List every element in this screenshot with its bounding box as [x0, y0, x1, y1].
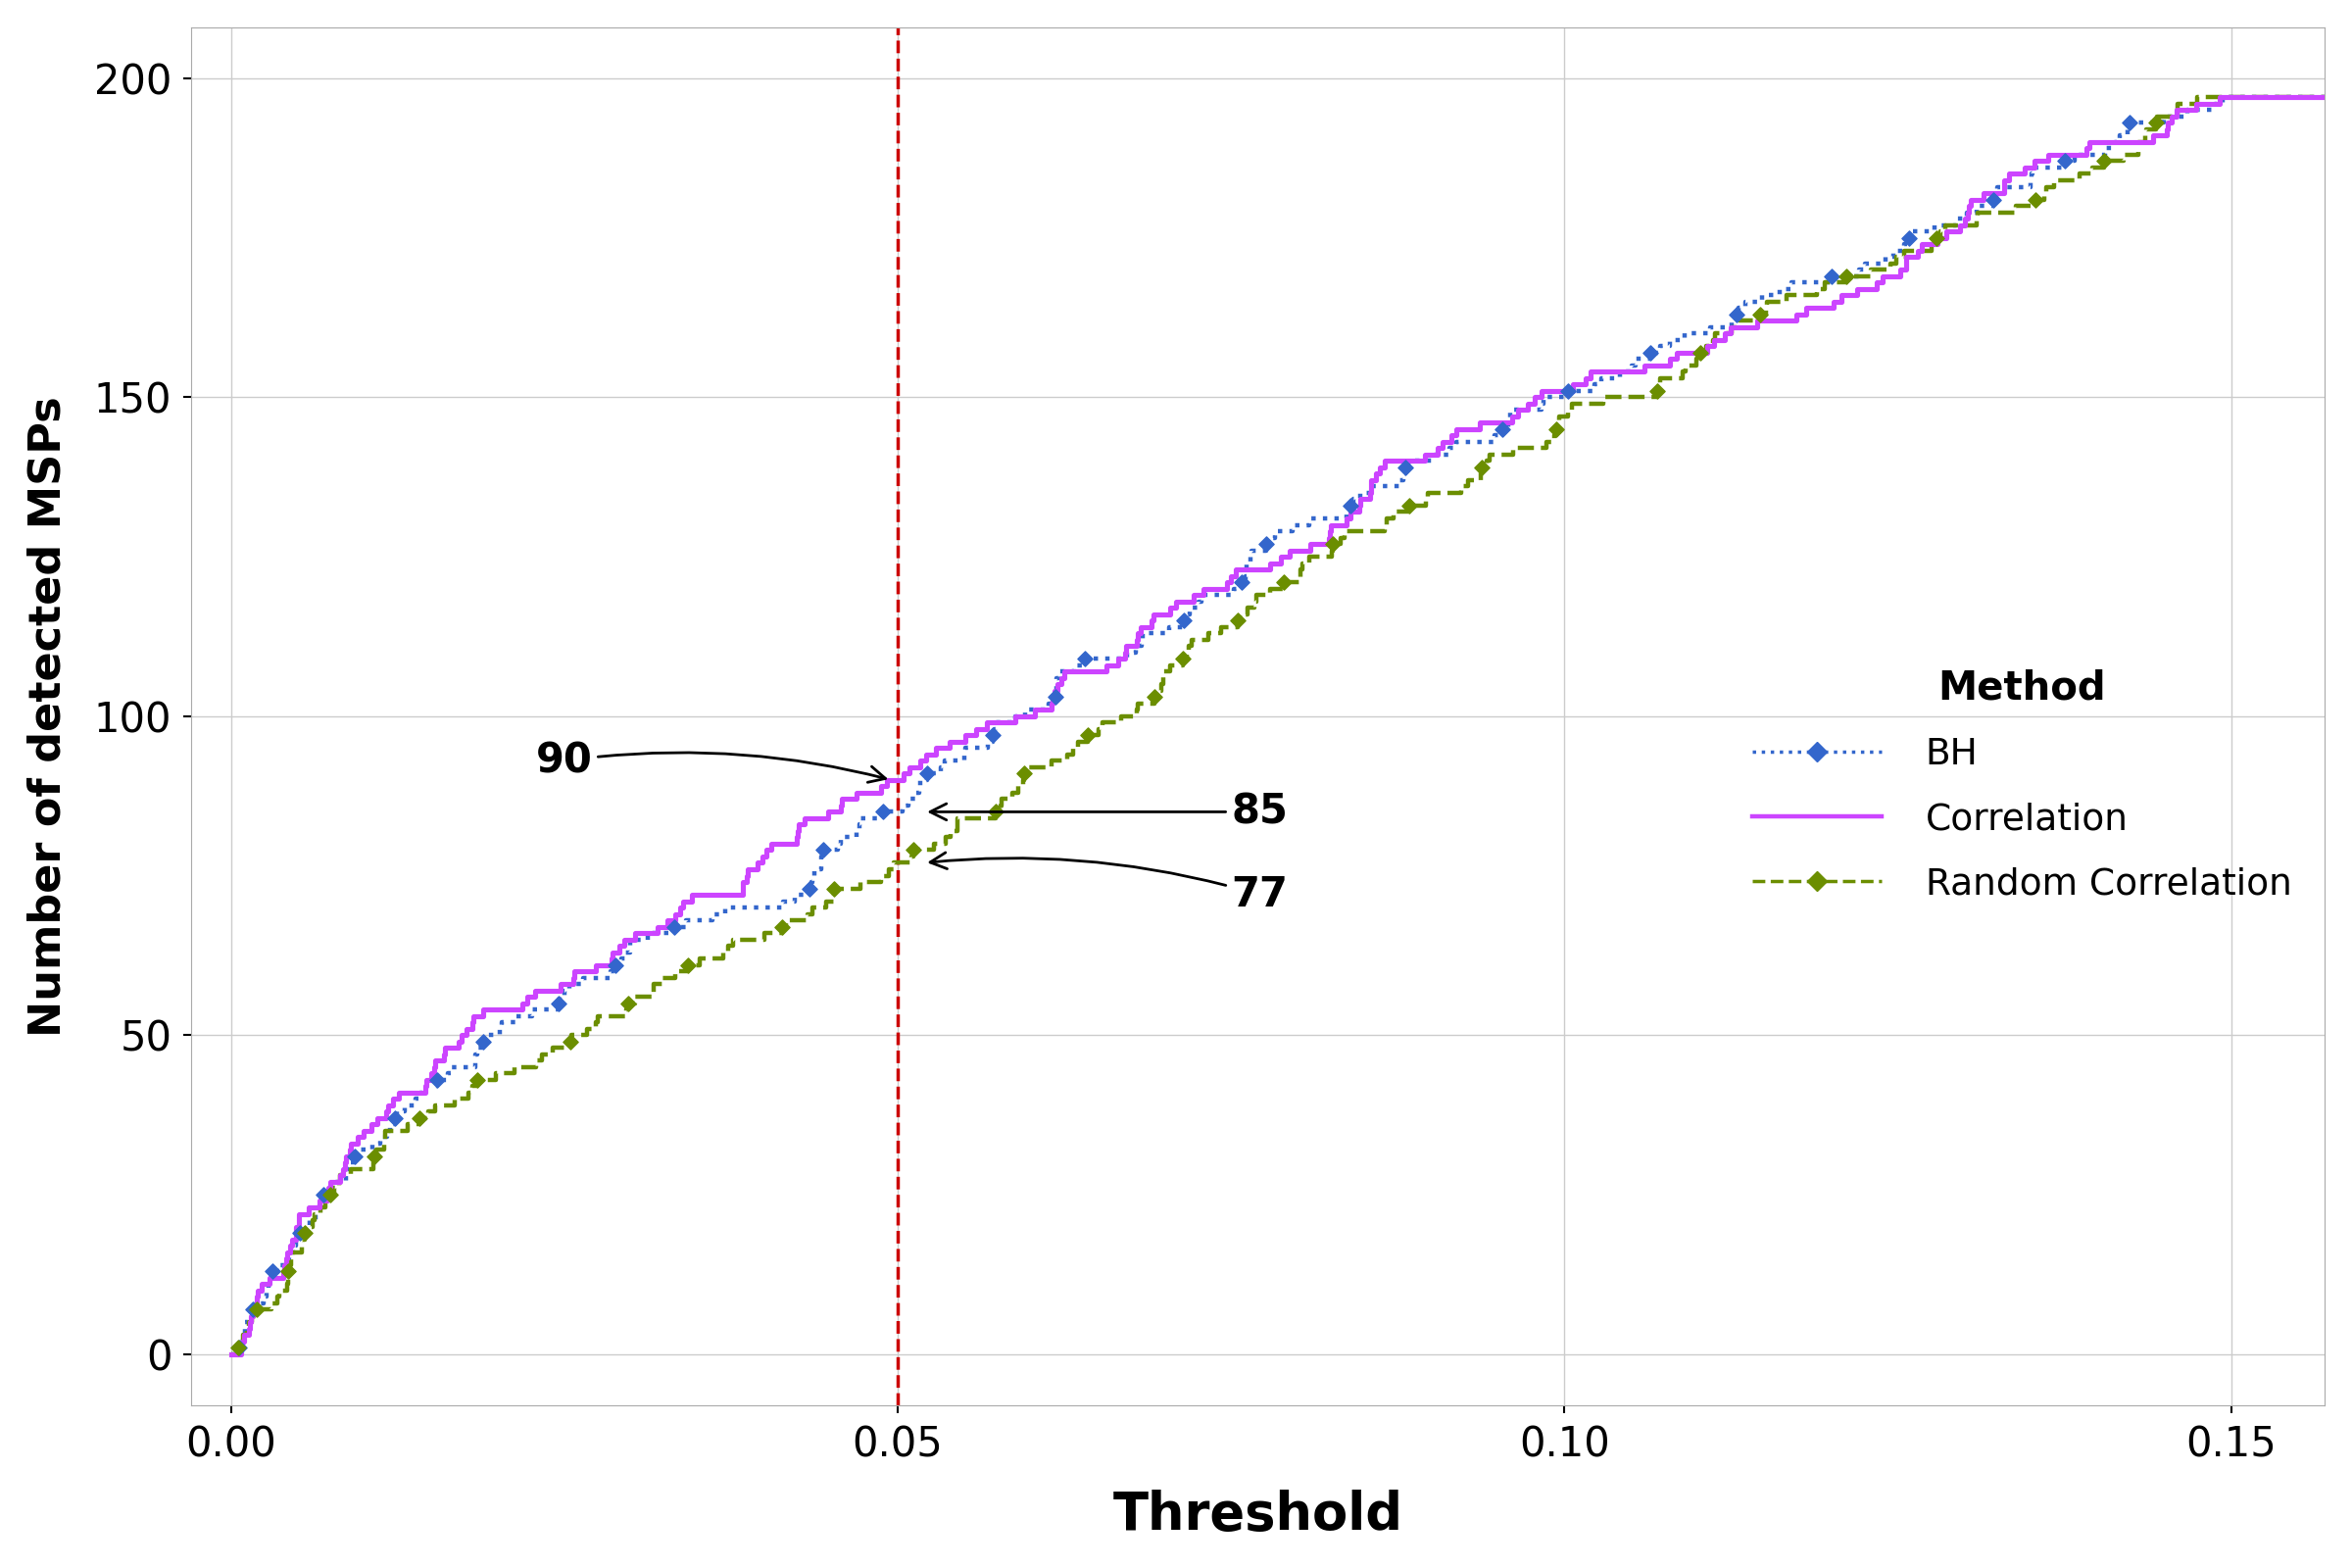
Point	[1813, 263, 1851, 289]
Y-axis label: Number of detected MSPs: Number of detected MSPs	[28, 395, 68, 1036]
Point	[1891, 226, 1929, 251]
Point	[1164, 646, 1202, 671]
Point	[1037, 685, 1075, 710]
Point	[2110, 110, 2147, 135]
Point	[303, 1182, 341, 1207]
Point	[597, 952, 635, 977]
Point	[1637, 378, 1675, 403]
Point	[287, 1220, 325, 1245]
Point	[1385, 455, 1423, 480]
Point	[816, 877, 854, 902]
Point	[1218, 608, 1256, 633]
Point	[400, 1105, 437, 1131]
Point	[1390, 492, 1428, 517]
Point	[310, 1182, 348, 1207]
Point	[1164, 608, 1202, 633]
Point	[1007, 760, 1044, 786]
Point	[1265, 569, 1303, 594]
Point	[376, 1105, 414, 1131]
Point	[1976, 187, 2013, 212]
Point	[1068, 723, 1105, 748]
Point	[419, 1068, 456, 1093]
Point	[863, 800, 901, 825]
Point	[804, 837, 842, 862]
Point	[1550, 378, 1588, 403]
Point	[235, 1297, 273, 1322]
Point	[459, 1068, 496, 1093]
Point	[1717, 301, 1755, 326]
Point	[1247, 532, 1284, 557]
Point	[790, 877, 828, 902]
Point	[336, 1143, 374, 1168]
Point	[1331, 492, 1369, 517]
Point	[609, 991, 647, 1016]
Point	[1917, 226, 1955, 251]
Point	[553, 1029, 590, 1054]
Point	[1536, 417, 1573, 442]
Text: 77: 77	[929, 853, 1289, 916]
Point	[1828, 263, 1865, 289]
Point	[238, 1297, 275, 1322]
Point	[254, 1259, 292, 1284]
Point	[908, 760, 946, 786]
Point	[355, 1143, 393, 1168]
Point	[1632, 340, 1670, 365]
Point	[219, 1334, 256, 1359]
Point	[539, 991, 576, 1016]
Point	[974, 723, 1011, 748]
Point	[280, 1220, 318, 1245]
Point	[1315, 532, 1352, 557]
Point	[221, 1334, 259, 1359]
Text: 85: 85	[929, 792, 1289, 833]
Point	[1682, 340, 1719, 365]
Point	[656, 914, 694, 939]
Text: 90: 90	[536, 740, 884, 782]
Point	[762, 914, 800, 939]
Point	[668, 952, 706, 977]
Point	[976, 800, 1014, 825]
X-axis label: Threshold: Threshold	[1112, 1490, 1402, 1541]
Point	[2138, 110, 2176, 135]
Point	[463, 1029, 501, 1054]
Point	[894, 837, 931, 862]
Point	[1065, 646, 1103, 671]
Point	[1740, 301, 1778, 326]
Legend: BH, Correlation, Random Correlation: BH, Correlation, Random Correlation	[1738, 654, 2307, 916]
Point	[270, 1259, 308, 1284]
Point	[2046, 149, 2084, 174]
Point	[1484, 417, 1522, 442]
Point	[2084, 149, 2122, 174]
Point	[1136, 685, 1174, 710]
Point	[1463, 455, 1501, 480]
Point	[1223, 569, 1261, 594]
Point	[2016, 187, 2053, 212]
